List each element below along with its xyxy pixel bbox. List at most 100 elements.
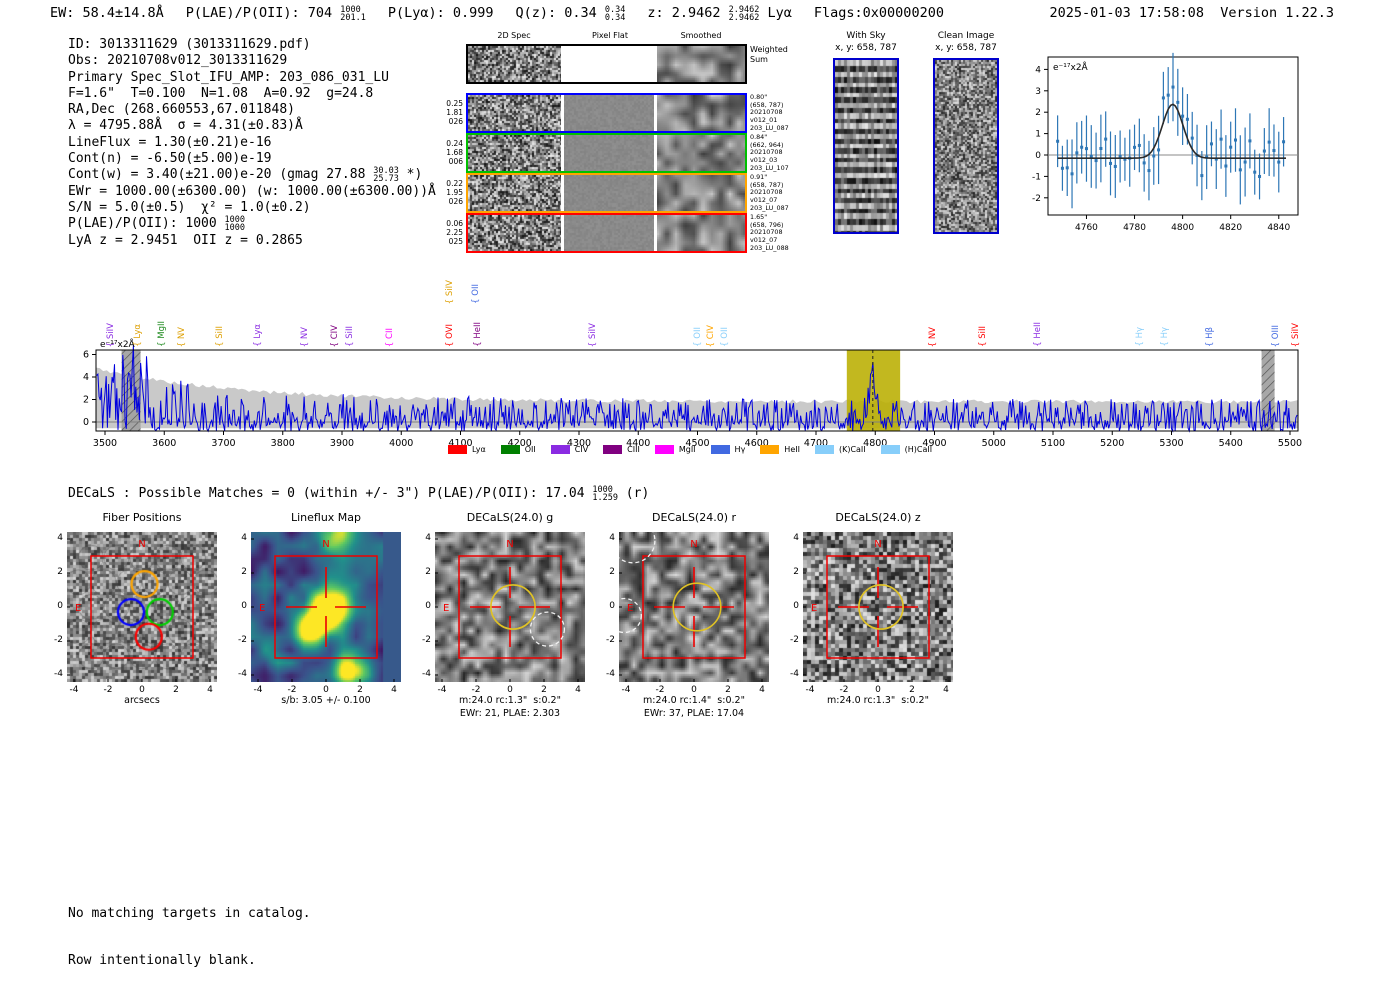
cutout-sublabel: EWr: 21, PLAE: 2.303 (459, 708, 561, 719)
data-point (1234, 138, 1237, 142)
spec2d-row-right-label: Weighted Sum (750, 45, 788, 64)
header-stat: P(LAE)/P(OII): 704 1000 201.1 (186, 5, 366, 22)
info-line: RA,Dec (268.660553,67.011848) (68, 102, 436, 118)
emission-line-label: { SiIV (445, 279, 456, 304)
spec2d-image (468, 95, 561, 131)
fraction-bottom: 201.1 (340, 13, 366, 23)
header-stat: Flags:0x00000200 (814, 5, 944, 22)
data-point (1282, 140, 1286, 144)
smoothed-image (657, 175, 745, 211)
gaussian-fit-curve (1057, 103, 1286, 159)
cutout-x-tick-label: -2 (655, 685, 665, 695)
clean-subtitle: x, y: 658, 787 (935, 43, 997, 53)
data-point (1075, 151, 1079, 155)
legend-label: Hγ (734, 445, 746, 454)
lineflux-map-image (251, 532, 401, 682)
spec2d-row-right-label: 0.91" (658, 787) 20210708 v012_07 203_LU… (750, 173, 789, 212)
spec2d-image (468, 135, 561, 171)
cutout-y-tick-label: -2 (790, 635, 799, 645)
x-tick-label: 5400 (1219, 438, 1243, 449)
aperture-circle (490, 584, 536, 630)
data-point (1133, 145, 1137, 149)
cutout-y-tick-label: 2 (241, 567, 247, 577)
fraction-bottom: 0.34 (604, 13, 626, 23)
header-stat: P(Lyα): 0.999 (388, 5, 494, 22)
cutout-y-tick-label: -4 (238, 669, 247, 679)
legend-label: OII (524, 445, 536, 454)
cutout-overlay: NE (251, 538, 395, 682)
cutout-x-tick-label: -4 (621, 685, 631, 695)
cutout-y-tick-label: 2 (425, 567, 431, 577)
cutout-title: Lineflux Map (290, 511, 362, 524)
clean-image-frame (933, 58, 999, 234)
cutout-x-tick-label: -2 (103, 685, 113, 695)
cutout-image (619, 532, 769, 682)
inset-x-tick-label: 4760 (1075, 223, 1098, 233)
data-point (1109, 161, 1112, 165)
cutout-y-tick-label: 4 (609, 533, 615, 543)
spec2d-row-left-label: 0.24 1.68 006 (446, 139, 463, 166)
data-point (1099, 146, 1103, 150)
cutout-xlabel: m:24.0 rc:1.4" s:0.2" (643, 695, 745, 706)
data-point (1104, 137, 1108, 141)
data-point (1219, 137, 1223, 141)
data-point (1262, 149, 1266, 153)
emission-line-label: { CIV (705, 324, 716, 347)
extraction-box (826, 555, 930, 659)
spec2d-row-left-label: 0.22 1.95 026 (446, 179, 463, 206)
emission-line-label: { Lyα (132, 324, 143, 347)
cutout-x-tick-label: 0 (507, 685, 513, 695)
cutout-x-tick-label: -2 (471, 685, 481, 695)
cutout-x-tick-label: -4 (805, 685, 815, 695)
data-point (1253, 170, 1257, 174)
data-point (1229, 145, 1233, 149)
cutout-x-tick-label: -2 (839, 685, 849, 695)
cutout-sublabel: EWr: 37, PLAE: 17.04 (643, 708, 745, 719)
cutout-y-tick-label: -4 (422, 669, 431, 679)
inset-axes-box (1047, 56, 1299, 216)
data-point (1185, 117, 1189, 121)
legend-swatch (500, 445, 520, 454)
data-point (1118, 155, 1122, 159)
y-tick-label: 0 (83, 417, 89, 428)
cutout-x-tick-label: 2 (909, 685, 915, 695)
data-point (1094, 159, 1098, 163)
cutout-y-tick-label: 2 (57, 567, 63, 577)
data-point (1272, 149, 1276, 153)
text-segment: LyA z = 2.9451 OII z = 0.2865 (68, 232, 303, 248)
data-point (1137, 143, 1141, 147)
spec2d-row (466, 173, 747, 213)
cutout-y-tick-label: 4 (793, 533, 799, 543)
x-tick-label: 4000 (389, 438, 413, 449)
text-segment: Lyα (759, 5, 792, 21)
cutout-x-tick-label: 4 (759, 685, 765, 695)
info-line: Primary Spec_Slot_IFU_AMP: 203_086_031_L… (68, 70, 436, 86)
data-point (1267, 140, 1271, 144)
pixelflat-image (564, 95, 654, 131)
legend-item: CIII (603, 445, 640, 454)
emission-line-label: { OIII (1270, 324, 1281, 347)
inset-y-tick-label: 4 (1035, 65, 1041, 75)
emission-line-label: { SiIV (106, 322, 117, 347)
inset-x-tick-label: 4800 (1171, 223, 1194, 233)
legend-swatch (814, 445, 834, 454)
cutout-xlabel: m:24.0 rc:1.3" s:0.2" (459, 695, 561, 706)
emission-line-label: { OII (720, 327, 731, 347)
cutout-y-tick-label: -2 (606, 635, 615, 645)
clean-image (935, 60, 997, 232)
cutout-y-tick-label: -4 (54, 669, 63, 679)
summary-info-block: ID: 3013311629 (3013311629.pdf) Obs: 2021… (68, 37, 436, 249)
legend-item: MgII (654, 445, 696, 454)
error-envelope (96, 367, 1298, 429)
fraction-top: 1000 (340, 5, 361, 15)
legend-swatch (654, 445, 674, 454)
legend-label: Lyα (472, 445, 486, 454)
text-segment: Cont(w) = 3.40(±21.00)e-20 (gmag 27.88 (68, 167, 374, 183)
legend-swatch (760, 445, 780, 454)
cutout-overlay: NE (67, 538, 211, 682)
fraction-bottom: 25.73 (373, 174, 399, 185)
emission-line-label: { OVI (445, 324, 456, 347)
legend-swatch (880, 445, 900, 454)
spec2d-row (466, 133, 747, 173)
x-tick-label: 5200 (1100, 438, 1124, 449)
